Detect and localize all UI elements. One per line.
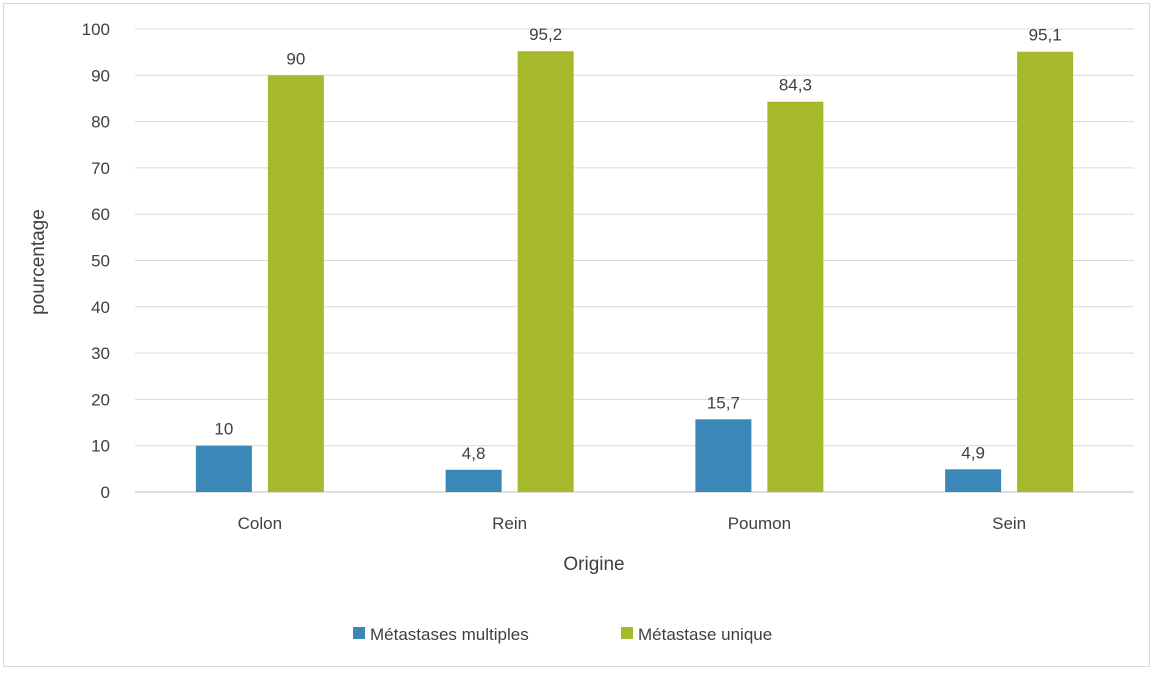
- y-tick-label: 60: [91, 205, 110, 224]
- bar-unique: [767, 101, 824, 492]
- bar-chart: 0 10 20 30 40 50 60 70 80 90 100 10 90 4,8 95,2 15,7 84…: [28, 20, 1134, 644]
- data-label: 90: [286, 49, 305, 68]
- bar-multiple: [945, 469, 1002, 492]
- x-tick-label: Colon: [238, 514, 282, 533]
- x-tick-label: Sein: [992, 514, 1026, 533]
- legend: Métastases multiples Métastase unique: [353, 625, 772, 644]
- bar-unique: [1017, 51, 1074, 492]
- y-tick-label: 100: [82, 20, 110, 39]
- legend-swatch: [353, 627, 365, 639]
- data-label: 95,1: [1029, 26, 1062, 45]
- y-axis-ticks: 0 10 20 30 40 50 60 70 80 90 100: [82, 20, 110, 502]
- bar-unique: [267, 75, 324, 493]
- data-label: 15,7: [707, 393, 740, 412]
- y-tick-label: 0: [101, 483, 110, 502]
- y-tick-label: 40: [91, 298, 110, 317]
- bar-unique: [517, 51, 574, 492]
- data-label: 4,8: [462, 444, 486, 463]
- chart-frame: 0 10 20 30 40 50 60 70 80 90 100 10 90 4,8 95,2 15,7 84…: [3, 3, 1150, 667]
- y-tick-label: 20: [91, 390, 110, 409]
- y-tick-label: 80: [91, 113, 110, 132]
- legend-label: Métastases multiples: [370, 625, 529, 644]
- bar-multiple: [445, 469, 502, 492]
- x-tick-label: Rein: [492, 514, 527, 533]
- x-axis-label: Origine: [563, 554, 624, 575]
- y-tick-label: 50: [91, 252, 110, 271]
- y-tick-label: 30: [91, 344, 110, 363]
- y-axis-label: pourcentage: [28, 209, 49, 315]
- bar-multiple: [195, 445, 252, 492]
- y-tick-label: 90: [91, 66, 110, 85]
- x-axis-ticks: Colon Rein Poumon Sein: [238, 514, 1026, 533]
- data-labels: 10 90 4,8 95,2 15,7 84,3 4,9 95,1: [214, 25, 1061, 463]
- bar-multiple: [695, 419, 752, 492]
- data-label: 10: [214, 420, 233, 439]
- y-tick-label: 70: [91, 159, 110, 178]
- data-label: 4,9: [961, 443, 985, 462]
- legend-label: Métastase unique: [638, 625, 772, 644]
- data-label: 84,3: [779, 76, 812, 95]
- x-tick-label: Poumon: [728, 514, 791, 533]
- data-label: 95,2: [529, 25, 562, 44]
- bars: [195, 51, 1074, 493]
- legend-swatch: [621, 627, 633, 639]
- y-tick-label: 10: [91, 437, 110, 456]
